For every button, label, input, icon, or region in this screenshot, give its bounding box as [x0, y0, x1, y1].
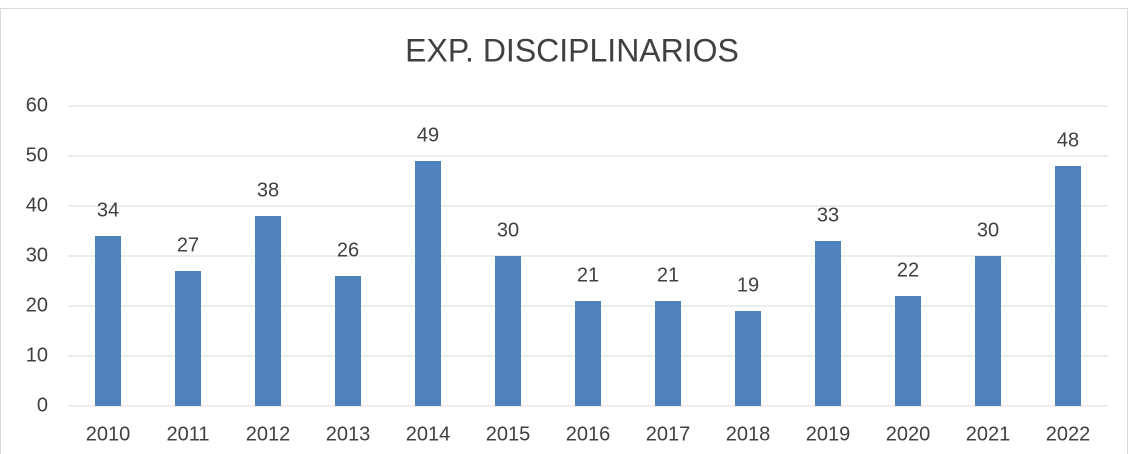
- data-label: 30: [977, 219, 999, 241]
- x-tick-label: 2014: [406, 423, 451, 445]
- bar: [415, 161, 441, 406]
- x-tick-label: 2010: [86, 423, 131, 445]
- x-tick-label: 2019: [806, 423, 851, 445]
- bar: [895, 296, 921, 406]
- bar: [255, 216, 281, 406]
- y-tick-label: 60: [26, 94, 48, 116]
- x-tick-label: 2021: [966, 423, 1011, 445]
- chart-border: [0, 8, 1128, 454]
- x-tick-label: 2017: [646, 423, 691, 445]
- data-label: 27: [177, 234, 199, 256]
- bar: [575, 301, 601, 406]
- x-tick-label: 2015: [486, 423, 531, 445]
- x-tick-label: 2022: [1046, 423, 1091, 445]
- data-label: 26: [337, 239, 359, 261]
- x-tick-label: 2018: [726, 423, 771, 445]
- y-tick-label: 20: [26, 294, 48, 316]
- y-tick-label: 40: [26, 194, 48, 216]
- data-label: 21: [577, 264, 599, 286]
- chart-title: EXP. DISCIPLINARIOS: [405, 32, 739, 68]
- data-label: 34: [97, 199, 119, 221]
- y-tick-label: 0: [37, 394, 48, 416]
- bar: [495, 256, 521, 406]
- x-tick-label: 2016: [566, 423, 611, 445]
- data-label: 22: [897, 259, 919, 281]
- bar: [735, 311, 761, 406]
- x-tick-label: 2013: [326, 423, 371, 445]
- data-label: 38: [257, 179, 279, 201]
- data-label: 30: [497, 219, 519, 241]
- bar: [975, 256, 1001, 406]
- y-tick-label: 30: [26, 244, 48, 266]
- bar: [655, 301, 681, 406]
- data-label: 19: [737, 274, 759, 296]
- bar: [1055, 166, 1081, 406]
- data-label: 49: [417, 124, 439, 146]
- x-tick-label: 2012: [246, 423, 291, 445]
- x-tick-label: 2020: [886, 423, 931, 445]
- data-label: 48: [1057, 129, 1079, 151]
- x-tick-label: 2011: [166, 423, 209, 445]
- bar: [335, 276, 361, 406]
- bar: [175, 271, 201, 406]
- data-label: 33: [817, 204, 839, 226]
- y-tick-label: 50: [26, 144, 48, 166]
- bar: [815, 241, 841, 406]
- y-tick-label: 10: [26, 344, 48, 366]
- data-label: 21: [657, 264, 679, 286]
- bar: [95, 236, 121, 406]
